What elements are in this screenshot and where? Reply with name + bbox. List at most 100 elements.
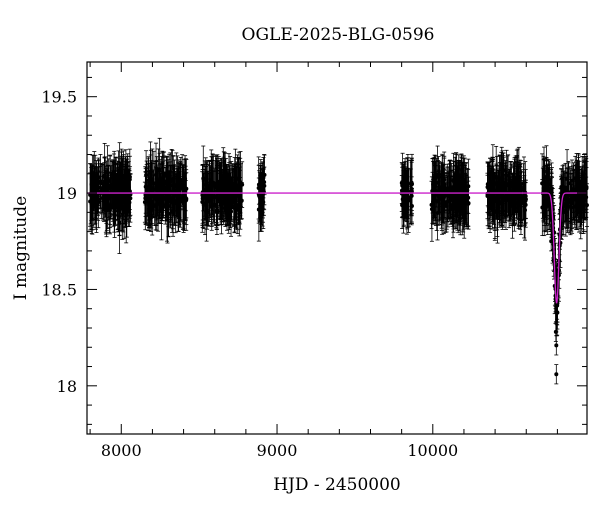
data-point [562,195,567,200]
data-point [156,197,161,202]
data-point [100,186,105,191]
data-point [497,185,502,190]
data-point [170,176,175,181]
data-point [112,171,117,176]
data-point [457,193,462,198]
data-point [568,203,573,208]
data-point [573,189,578,194]
data-point [501,181,506,186]
data-point [553,329,558,334]
data-point [127,177,132,182]
data-point [574,197,579,202]
data-point [232,198,237,203]
data-point [115,201,120,206]
data-point [238,197,243,202]
data-point [124,209,129,214]
data-point [559,185,564,190]
data-point [160,189,165,194]
data-point [569,178,574,183]
data-point [165,208,170,213]
data-point [181,197,186,202]
data-point [168,183,173,188]
data-point [440,179,445,184]
data-point [203,182,208,187]
data-point [235,176,240,181]
data-point [171,187,176,192]
data-point [409,182,414,187]
data-point [144,173,149,178]
data-point [214,210,219,215]
data-point [160,181,165,186]
data-point [182,205,187,210]
data-point [544,186,549,191]
data-point [582,179,587,184]
data-point [223,184,228,189]
data-point [451,178,456,183]
axis-ticks: 8000 9000 10000 18 18.5 19 19.5 [41,62,587,460]
data-point [147,182,152,187]
data-point [178,182,183,187]
data-point [517,185,522,190]
y-tick-label: 18.5 [41,280,77,299]
data-point [576,179,581,184]
data-point [485,185,490,190]
data-point [117,220,122,225]
data-point [225,198,230,203]
data-point [441,185,446,190]
data-point [571,194,576,199]
data-point [485,193,490,198]
data-point [262,180,267,185]
data-point [578,205,583,210]
data-point [458,187,463,192]
data-point [228,182,233,187]
data-point [226,195,231,200]
data-point [163,203,168,208]
data-point [466,201,471,206]
data-point [101,198,106,203]
data-point [173,199,178,204]
data-point [118,188,123,193]
data-point [237,193,242,198]
data-point [119,176,124,181]
data-point [164,194,169,199]
data-point [439,196,444,201]
data-point [511,197,516,202]
data-point [465,188,470,193]
data-point [108,185,113,190]
data-point [147,208,152,213]
data-point [485,182,490,187]
data-point [123,174,128,179]
data-point [126,195,131,200]
data-point [234,203,239,208]
data-point [501,168,506,173]
data-point [561,188,566,193]
data-point [121,205,126,210]
data-point [214,195,219,200]
data-point [554,343,559,348]
data-point [544,174,549,179]
data-point [404,204,409,209]
plot-frame [86,61,588,435]
data-point [217,185,222,190]
data-point [429,207,434,212]
data-point [497,189,502,194]
data-point [157,167,162,172]
data-point [437,185,442,190]
data-point [488,200,493,205]
data-point [176,205,181,210]
data-point [512,200,517,205]
model-curve [87,192,587,304]
data-point [555,310,560,315]
data-point [142,200,147,205]
data-point [204,209,209,214]
data-point [581,194,586,199]
data-point [581,199,586,204]
data-point [454,183,459,188]
x-tick-label: 8000 [101,441,142,460]
data-point [231,204,236,209]
data-point [448,198,453,203]
data-point [209,198,214,203]
data-point [462,205,467,210]
data-point [542,201,547,206]
data-point [499,201,504,206]
